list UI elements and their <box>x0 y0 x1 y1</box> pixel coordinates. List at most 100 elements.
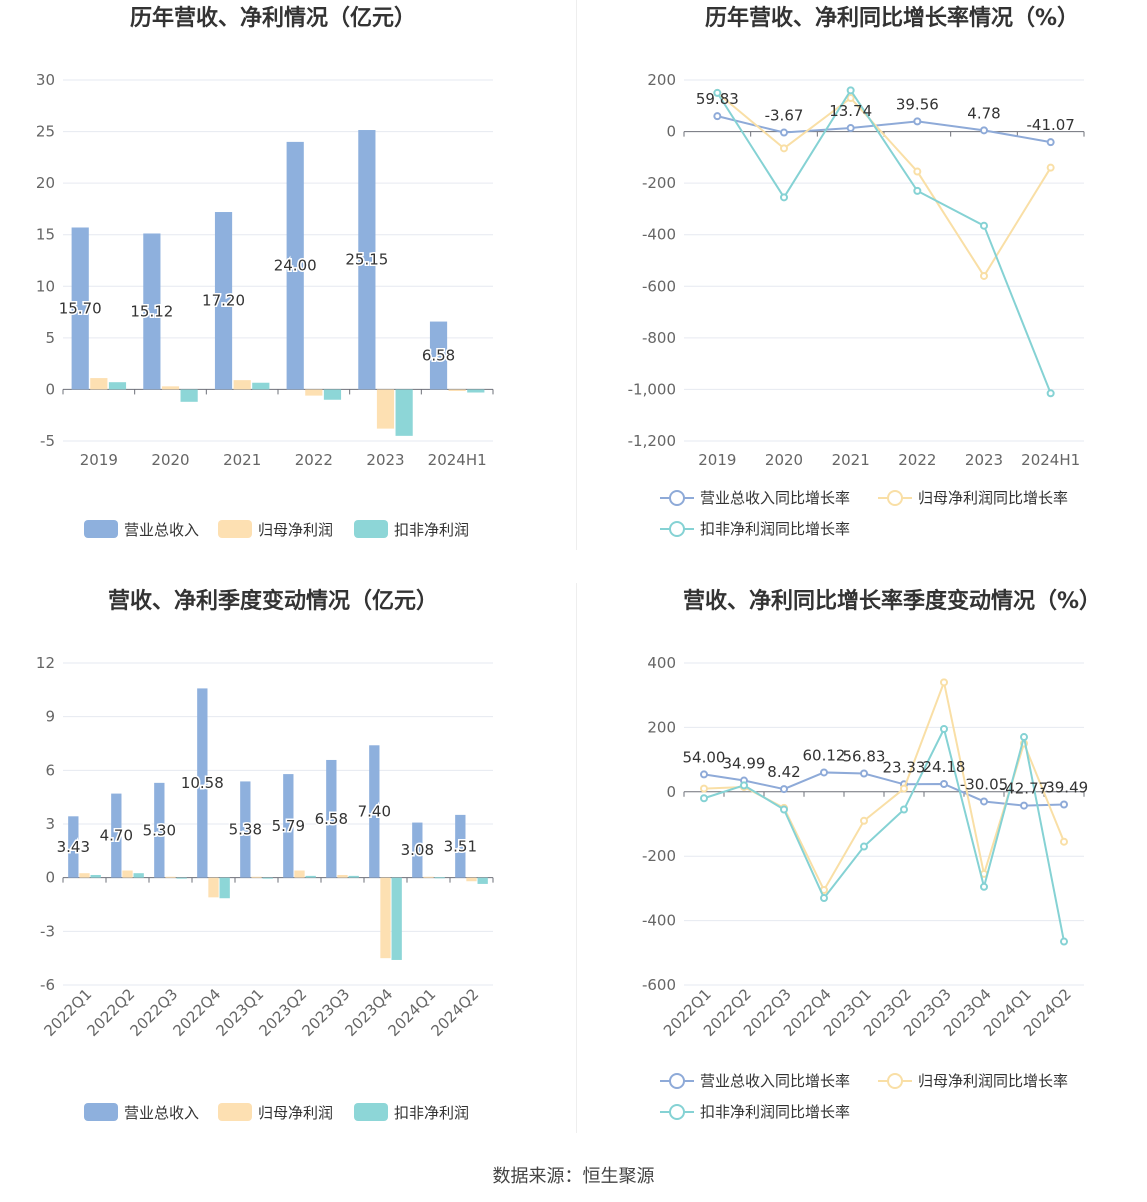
point-value-label: 23.33 <box>883 758 926 776</box>
line-point <box>913 117 922 126</box>
line-point <box>940 678 948 687</box>
line-point <box>846 124 855 133</box>
line-point <box>980 126 988 135</box>
x-tick-label: 2021 <box>223 451 261 469</box>
line-point <box>1020 801 1028 810</box>
bar <box>176 877 187 879</box>
line-point <box>780 144 788 153</box>
y-tick-label: 3 <box>45 815 55 833</box>
bar <box>122 870 133 878</box>
bar <box>376 389 395 429</box>
bar <box>467 389 485 393</box>
bar <box>358 130 376 390</box>
point-value-label: -3.67 <box>765 107 804 125</box>
chart-title: 历年营收、净利情况（亿元） <box>130 5 416 31</box>
line-point <box>1020 733 1028 742</box>
point-value-label: 39.56 <box>896 95 939 113</box>
y-tick-label: -1,200 <box>628 432 676 450</box>
legend-label: 扣非净利润同比增长率 <box>700 1103 850 1121</box>
point-value-label: -42.77 <box>1000 780 1048 798</box>
y-tick-label: 5 <box>45 329 55 347</box>
series-line <box>716 88 1052 394</box>
line-point <box>900 805 908 814</box>
bar-value-label: 15.12 <box>130 302 173 320</box>
line-point <box>700 794 708 803</box>
x-tick-label: 2023 <box>965 451 1003 469</box>
legend-label: 归母净利润 <box>258 1104 333 1122</box>
legend-label: 营业总收入同比增长率 <box>700 1072 850 1090</box>
x-tick-label: 2024H1 <box>428 451 487 469</box>
y-tick-label: 0 <box>45 869 55 887</box>
bar <box>429 321 448 390</box>
point-value-label: 8.42 <box>767 763 800 781</box>
bar <box>423 876 434 878</box>
y-tick-label: 15 <box>36 226 55 244</box>
bar <box>133 873 144 878</box>
line-point <box>860 769 868 778</box>
bar <box>305 875 316 878</box>
bar <box>90 378 108 390</box>
legend-swatch <box>218 1103 252 1121</box>
bar <box>448 389 466 391</box>
point-value-label: 13.74 <box>829 102 872 120</box>
legend-label: 营业总收入同比增长率 <box>700 489 850 507</box>
legend-swatch <box>354 1103 388 1121</box>
bar <box>111 793 122 878</box>
bar <box>197 688 208 878</box>
y-tick-label: -600 <box>642 976 676 994</box>
y-tick-label: -3 <box>40 922 55 940</box>
legend-label: 扣非净利润 <box>394 1104 469 1122</box>
line-point <box>940 780 948 789</box>
line-point <box>780 193 788 202</box>
line-point <box>860 816 868 825</box>
line-point <box>700 784 708 793</box>
y-tick-label: -5 <box>40 432 55 450</box>
y-tick-label: 9 <box>45 708 55 726</box>
line-point <box>780 805 788 814</box>
line-point <box>1046 389 1055 398</box>
bar <box>434 877 445 879</box>
line-point <box>780 128 788 137</box>
point-value-label: 56.83 <box>843 748 886 766</box>
x-tick-label: 2023 <box>366 451 404 469</box>
legend-marker <box>669 1104 685 1120</box>
bar-value-label: 10.58 <box>181 774 224 792</box>
line-point <box>913 167 922 176</box>
bar <box>143 233 161 390</box>
legend-label: 归母净利润同比增长率 <box>918 489 1068 507</box>
bar-value-label: 25.15 <box>345 251 388 269</box>
bar <box>251 876 262 878</box>
bar-value-label: 3.43 <box>57 838 90 856</box>
series-line <box>717 115 1051 144</box>
line-point <box>820 894 828 903</box>
line-point <box>1046 138 1055 147</box>
bar-value-label: 5.79 <box>272 817 305 835</box>
bar <box>348 875 359 878</box>
series-line <box>703 726 1065 942</box>
chart-svg: 历年营收、净利情况（亿元） -5 0 5 10 15 20 25 30 2019 2020 2021 2… <box>36 5 494 539</box>
bar <box>214 212 233 390</box>
legend-marker <box>669 1073 685 1089</box>
x-tick-label: 2024H1 <box>1021 451 1080 469</box>
y-tick-label: 0 <box>45 380 55 398</box>
point-value-label: -30.05 <box>960 775 1008 793</box>
bar <box>337 874 348 878</box>
line-point <box>740 781 748 790</box>
y-tick-label: -200 <box>642 847 676 865</box>
line-point <box>1060 937 1068 946</box>
point-value-label: 59.83 <box>696 90 739 108</box>
y-tick-label: -6 <box>40 976 55 994</box>
y-tick-label: -1,000 <box>628 380 676 398</box>
bar <box>466 877 477 882</box>
bar <box>240 781 251 878</box>
x-tick-label: 2019 <box>698 451 736 469</box>
chart-title: 历年营收、净利同比增长率情况（%） <box>705 5 1079 31</box>
legend-label: 归母净利润同比增长率 <box>918 1072 1068 1090</box>
bar <box>323 389 342 400</box>
line-point <box>713 112 722 121</box>
x-tick-label: 2021 <box>832 451 870 469</box>
vertical-divider-lower <box>576 583 577 1133</box>
legend-label: 扣非净利润同比增长率 <box>700 520 850 538</box>
y-tick-label: 200 <box>647 718 676 736</box>
legend-swatch <box>84 520 118 538</box>
